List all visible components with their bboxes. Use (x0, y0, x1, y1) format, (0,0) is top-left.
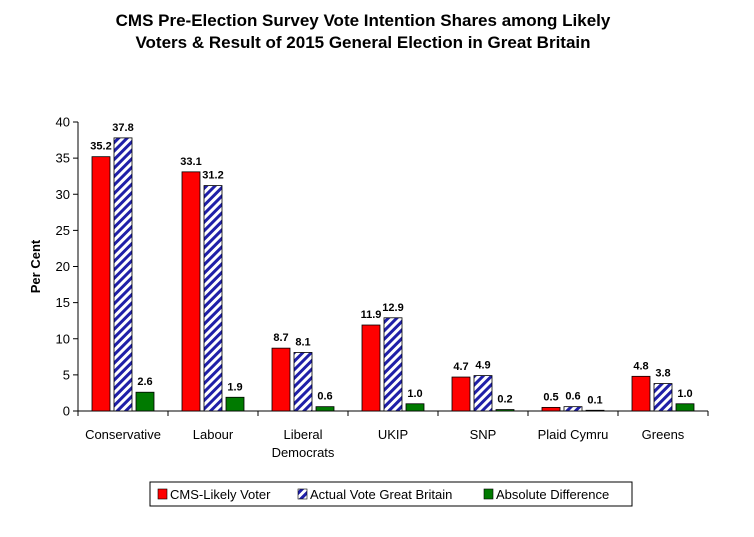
x-category-label: Liberal (283, 427, 322, 442)
y-tick-label: 25 (56, 223, 70, 238)
data-label: 8.1 (295, 336, 310, 348)
y-tick-label: 15 (56, 295, 70, 310)
bar (541, 406, 561, 412)
data-label: 4.9 (475, 360, 490, 372)
data-label: 0.6 (317, 391, 332, 403)
legend-label: Actual Vote Great Britain (310, 487, 452, 502)
y-tick-label: 5 (63, 367, 70, 382)
data-label: 0.5 (543, 391, 558, 403)
legend-swatch (483, 488, 494, 500)
bar (181, 171, 201, 412)
data-label: 1.9 (227, 381, 242, 393)
y-tick-label: 30 (56, 187, 70, 202)
data-label: 4.8 (633, 360, 648, 372)
data-label: 37.8 (112, 122, 133, 134)
data-label: 35.2 (90, 141, 111, 153)
y-tick-label: 35 (56, 151, 70, 166)
legend-swatch (157, 488, 168, 500)
bar (315, 406, 335, 412)
data-label: 2.6 (137, 376, 152, 388)
data-labels: 35.2 33.1 8.7 11.9 4.7 0.5 4.8 37.8 31.2 8.1 12.9 4… (90, 122, 692, 406)
bar (675, 403, 695, 412)
bar (405, 403, 425, 412)
legend-label: CMS-Likely Voter (170, 487, 271, 502)
legend-swatch (297, 488, 308, 500)
x-category-label: UKIP (378, 427, 408, 442)
bar (473, 375, 493, 412)
chart-title-line: Voters & Result of 2015 General Election… (135, 33, 590, 52)
y-axis: 0 5 10 15 20 25 30 35 40 Per Cent (28, 115, 79, 419)
legend-box (149, 481, 633, 507)
data-label: 33.1 (180, 156, 201, 168)
bar (91, 156, 111, 412)
bar (451, 376, 471, 412)
data-label: 31.2 (202, 170, 223, 182)
bar (631, 375, 651, 412)
legend: CMS-Likely Voter Actual Vote Great Britai… (149, 481, 633, 507)
data-label: 11.9 (361, 309, 382, 321)
data-label: 1.0 (677, 388, 692, 400)
data-label: 8.7 (273, 332, 288, 344)
x-category-label: Conservative (85, 427, 161, 442)
bar (653, 383, 673, 412)
data-label: 3.8 (655, 368, 670, 380)
bar (495, 409, 515, 412)
x-category-label: Democrats (272, 445, 335, 460)
bar (383, 317, 403, 412)
x-category-label: SNP (470, 427, 497, 442)
bar (293, 352, 313, 412)
bar (563, 406, 583, 412)
y-tick-label: 10 (56, 331, 70, 346)
bar (113, 137, 133, 412)
data-label: 12.9 (382, 302, 403, 314)
y-axis-label: Per Cent (28, 239, 43, 293)
bars (91, 137, 695, 412)
y-tick-label: 0 (63, 404, 70, 419)
chart-title: CMS Pre-Election Survey Vote Intention S… (116, 11, 611, 52)
chart-title-line: CMS Pre-Election Survey Vote Intention S… (116, 11, 611, 30)
y-tick-label: 40 (56, 115, 70, 130)
data-label: 0.6 (565, 391, 580, 403)
data-label: 1.0 (407, 388, 422, 400)
bar (203, 185, 223, 412)
x-category-label: Plaid Cymru (538, 427, 609, 442)
legend-label: Absolute Difference (496, 487, 609, 502)
bar (585, 409, 605, 412)
bar (271, 347, 291, 412)
x-axis: Conservative Labour Liberal Democrats UKIP SN… (77, 410, 709, 460)
x-category-label: Labour (193, 427, 234, 442)
data-label: 0.2 (497, 394, 512, 406)
bar (135, 391, 155, 412)
y-tick-label: 20 (56, 259, 70, 274)
x-category-label: Greens (642, 427, 685, 442)
bar (225, 396, 245, 412)
data-label: 0.1 (587, 394, 602, 406)
bar (361, 324, 381, 412)
data-label: 4.7 (453, 361, 468, 373)
